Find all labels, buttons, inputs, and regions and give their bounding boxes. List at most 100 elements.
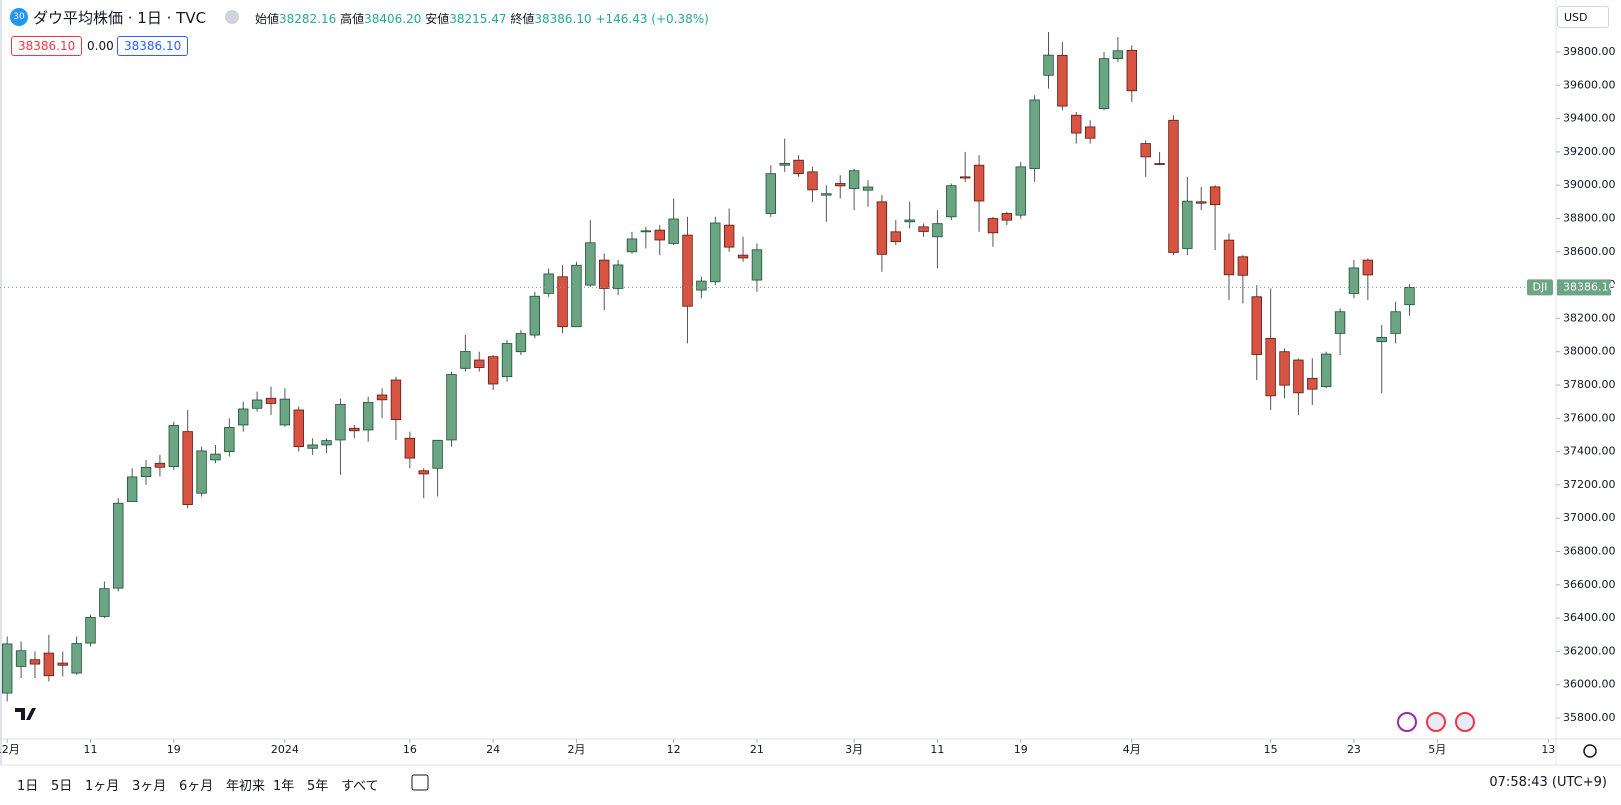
candle-body [723, 224, 735, 248]
candle-body [1307, 377, 1318, 390]
candle-body [2, 643, 13, 694]
range-button[interactable]: 5日 [51, 779, 73, 794]
candle-body [362, 402, 374, 431]
y-tick-label: 39000.00 [1563, 178, 1616, 191]
candle-body [682, 234, 693, 307]
candle-body [1001, 213, 1013, 221]
candle-body [1154, 163, 1165, 165]
currency-select[interactable]: USD [1557, 6, 1609, 28]
candle-body [1168, 119, 1179, 253]
flag-icon [1455, 712, 1475, 732]
candle-body [210, 453, 221, 461]
symbol-tag-label: DJI [1533, 280, 1548, 293]
y-tick-label: 39400.00 [1563, 112, 1616, 125]
candle-body [1362, 259, 1374, 276]
y-tick-label: 36600.00 [1563, 578, 1616, 591]
y-tick-label: 38600.00 [1563, 245, 1616, 258]
candle-body [265, 397, 277, 404]
candle-body [1251, 296, 1262, 355]
ohlc-value: 38282.16 [279, 12, 337, 26]
y-tick-label: 37000.00 [1563, 511, 1616, 524]
candle-body [1098, 58, 1110, 109]
range-button[interactable]: 5年 [307, 779, 329, 794]
x-tick-label: 2月 [567, 743, 585, 756]
candle-body [29, 659, 41, 665]
candle-body [349, 427, 360, 432]
symbol-badge: 30 [10, 8, 28, 26]
candle-body [765, 173, 777, 214]
candle-body [571, 264, 582, 328]
y-tick-label: 35800.00 [1563, 711, 1616, 724]
y-tick-label: 36200.00 [1563, 644, 1616, 657]
candle-body [376, 394, 388, 401]
ohlc-label: 終値 [510, 12, 535, 26]
candle-body [335, 404, 346, 441]
sell-button[interactable]: 38386.10 [11, 36, 83, 56]
x-tick-label: 3月 [845, 743, 863, 756]
candle-body [168, 425, 180, 467]
candle-body [557, 276, 568, 328]
candle-body [15, 650, 27, 667]
candle-body [446, 374, 457, 441]
candle-body [196, 450, 207, 494]
candle-body [43, 652, 55, 677]
x-tick-label: 11 [930, 743, 944, 756]
candle-body [1223, 239, 1235, 276]
candle-body [474, 359, 485, 368]
clock: 07:58:43 (UTC+9) [1489, 775, 1607, 790]
candle-body [835, 183, 846, 187]
range-button[interactable]: すべて [341, 779, 379, 794]
candle-body [1209, 186, 1221, 206]
x-tick-label: 19 [1014, 743, 1028, 756]
candle-body [1279, 351, 1290, 386]
tv-logo [15, 708, 36, 720]
candle-body [612, 264, 624, 289]
ohlc-label: 安値 [425, 12, 450, 26]
y-tick-label: 38000.00 [1563, 345, 1616, 358]
y-tick-label: 37800.00 [1563, 378, 1616, 391]
y-tick-label: 37600.00 [1563, 411, 1616, 424]
candle-body [807, 171, 818, 191]
candle-body [932, 223, 943, 238]
candle-body [1404, 287, 1415, 306]
left-border [0, 0, 2, 765]
candle-body [515, 333, 527, 353]
candle-body [529, 295, 540, 336]
x-tick-label: 2024 [271, 743, 299, 756]
buy-button[interactable]: 38386.10 [117, 36, 189, 56]
x-tick-label: 15 [1264, 743, 1278, 756]
last-price-label: 38386.10 [1563, 280, 1616, 293]
ohlc-value: 38406.20 [364, 12, 422, 26]
candle-body [418, 470, 429, 475]
candle-body [543, 273, 554, 294]
collapse-button[interactable] [225, 10, 239, 24]
x-tick-label: 11 [84, 743, 98, 756]
x-tick-label: 19 [167, 743, 181, 756]
y-tick-label: 37400.00 [1563, 445, 1616, 458]
y-tick-label: 36800.00 [1563, 545, 1616, 558]
range-button[interactable]: 6ヶ月 [179, 779, 214, 794]
range-button[interactable]: 年初来 [226, 779, 266, 794]
candle-body [779, 162, 790, 166]
y-tick-label: 36400.00 [1563, 611, 1616, 624]
candle-body [113, 502, 124, 589]
candle-body [904, 219, 915, 223]
candle-body [1084, 126, 1096, 139]
candle-body [751, 249, 763, 281]
ohlc-value: 38215.47 [449, 12, 507, 26]
range-button[interactable]: 1日 [17, 779, 39, 794]
candle-body [224, 427, 235, 453]
range-button[interactable]: 1ヶ月 [85, 779, 120, 794]
candle-body [1196, 201, 1207, 204]
symbol-title[interactable]: ダウ平均株価 · 1日 · TVC [33, 9, 207, 27]
range-button[interactable]: 1年 [273, 779, 295, 794]
range-button[interactable]: 3ヶ月 [132, 779, 167, 794]
candle-body [821, 193, 832, 196]
candle-body [71, 643, 82, 674]
candle-body [487, 356, 499, 385]
candle-body [279, 398, 291, 426]
x-tick-label: 16 [403, 743, 417, 756]
candle-body [1112, 50, 1124, 60]
candle-body [1126, 49, 1138, 92]
candle-body [890, 231, 901, 243]
